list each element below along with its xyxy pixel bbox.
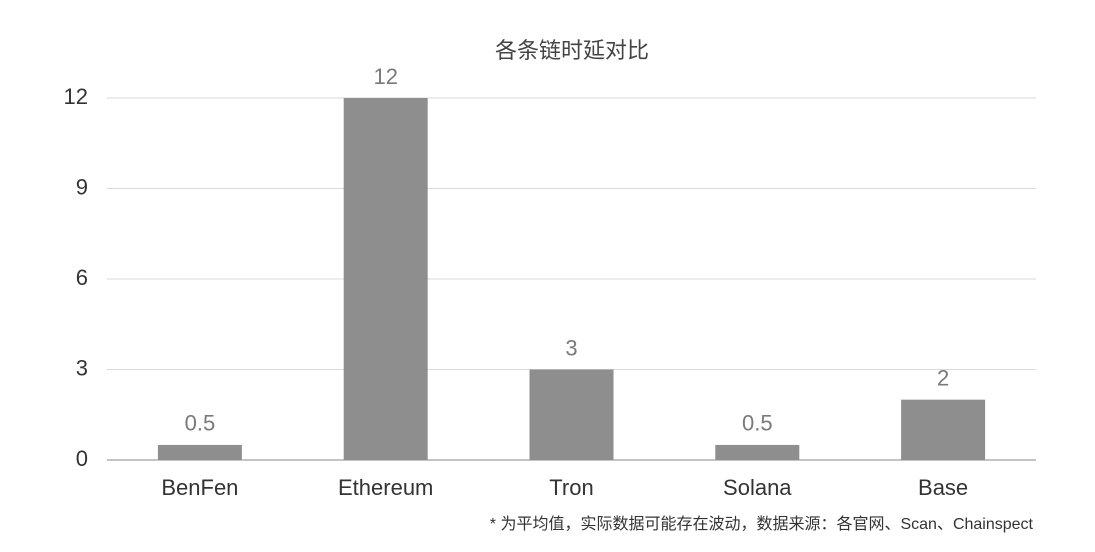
x-tick-label: Base	[918, 475, 968, 500]
x-tick-label: Solana	[723, 475, 792, 500]
bar	[529, 369, 614, 460]
y-tick-label: 6	[76, 265, 88, 290]
bar	[901, 399, 986, 460]
y-tick-label: 3	[76, 355, 88, 380]
y-tick-label: 12	[64, 84, 88, 109]
bar	[157, 444, 242, 460]
data-label: 3	[565, 335, 577, 360]
footnote: * 为平均值，实际数据可能存在波动，数据来源：各官网、Scan、Chainspe…	[490, 515, 1034, 533]
data-label: 12	[373, 64, 397, 89]
x-tick-label: Tron	[549, 475, 593, 500]
x-tick-label: Ethereum	[338, 475, 433, 500]
chart-title: 各条链时延对比	[495, 38, 649, 63]
y-tick-label: 0	[76, 446, 88, 471]
bar	[343, 98, 428, 460]
x-tick-label: BenFen	[161, 475, 238, 500]
data-label: 2	[937, 365, 949, 390]
data-label: 0.5	[185, 411, 216, 436]
bar	[715, 444, 800, 460]
y-tick-label: 9	[76, 174, 88, 199]
data-label: 0.5	[742, 411, 773, 436]
